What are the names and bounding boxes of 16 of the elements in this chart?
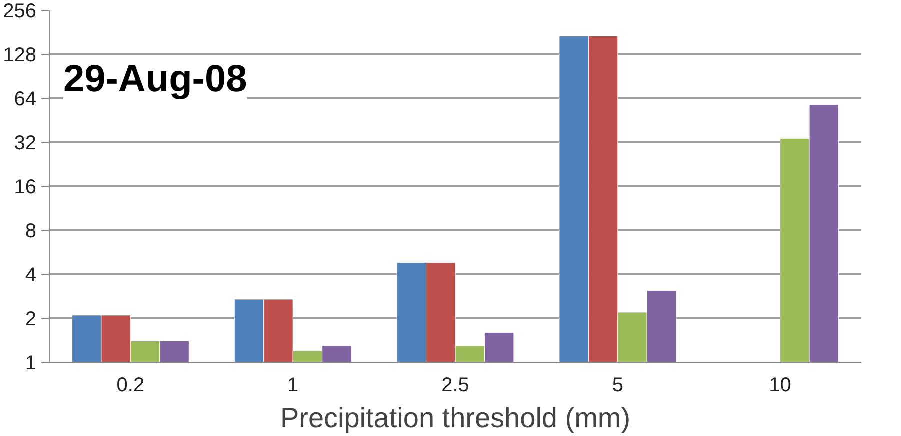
text: 29-Aug-08 [64,58,248,100]
y-tick-label: 1 [25,352,36,374]
y-tick-label: 64 [14,88,37,110]
x-axis-title: Precipitation threshold (mm) [280,402,631,434]
x-tick-label: 0.2 [116,374,145,396]
x-tick-label: 5 [612,374,624,396]
y-tick-label: 128 [3,44,37,66]
y-tick-label: 256 [3,0,37,22]
y-tick-label: 16 [14,176,37,198]
x-tick-label: 2.5 [442,374,470,396]
y-tick-label: 2 [25,308,36,330]
x-tick-label: 1 [288,374,299,396]
y-tick-label: 4 [25,264,36,286]
x-tick-label: 10 [769,374,792,396]
y-tick-label: 32 [14,132,37,154]
y-tick-label: 8 [25,220,36,242]
